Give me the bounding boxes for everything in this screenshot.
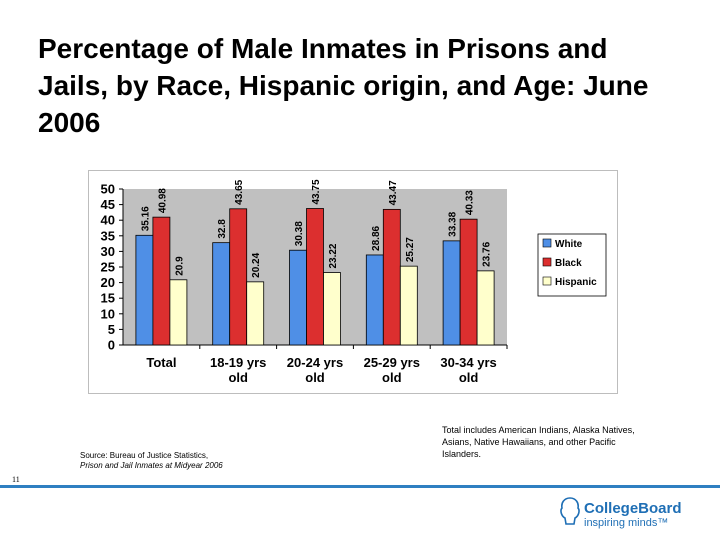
y-tick-label: 30 (101, 244, 115, 259)
legend-swatch (542, 257, 552, 267)
y-tick-label: 50 (101, 182, 115, 197)
data-label: 23.22 (328, 243, 339, 268)
y-tick-label: 20 (101, 275, 115, 290)
y-tick-label: 0 (108, 338, 115, 353)
data-label: 23.76 (482, 241, 493, 266)
page-number: 11 (12, 475, 20, 484)
bar-black (306, 208, 324, 346)
y-tick-label: 25 (101, 260, 115, 275)
bar-hispanic (169, 279, 188, 346)
data-label: 32.8 (217, 219, 228, 239)
logo-name: CollegeBoard (584, 500, 682, 517)
x-tick-label: 18-19 yrs old (210, 355, 266, 385)
legend-entry: Hispanic (555, 277, 597, 288)
legend-swatch (542, 238, 552, 248)
y-tick-label: 5 (108, 322, 115, 337)
bar-hispanic (476, 270, 495, 346)
data-label: 43.65 (234, 179, 245, 204)
data-label: 30.38 (294, 221, 305, 246)
data-label: 25.27 (405, 237, 416, 262)
bar-white (135, 234, 154, 346)
bar-hispanic (246, 281, 265, 346)
data-label: 28.86 (371, 225, 382, 250)
y-tick-label: 10 (101, 306, 115, 321)
x-tick-label: Total (146, 355, 176, 370)
y-tick-label: 15 (101, 291, 115, 306)
collegeboard-logo: CollegeBoard inspiring minds™ (556, 490, 696, 534)
y-tick-label: 40 (101, 213, 115, 228)
x-tick-label: 20-24 yrs old (287, 355, 343, 385)
data-label: 43.75 (311, 179, 322, 204)
data-label: 43.47 (388, 180, 399, 205)
legend-entry: White (555, 239, 583, 250)
acorn-icon (560, 497, 580, 525)
bar-black (229, 208, 248, 346)
source-citation: Source: Bureau of Justice Statistics, Pr… (80, 451, 223, 471)
source-publication: Prison and Jail Inmates at Midyear 2006 (80, 461, 223, 470)
source-line: Source: Bureau of Justice Statistics, (80, 451, 209, 460)
bar-black (152, 216, 171, 346)
y-tick-label: 45 (101, 197, 115, 212)
chart-frame: 0 5 10 15 20 25 30 35 40 45 50 35.16 40.98 20.9 Total 3… (88, 170, 618, 394)
bar-black (459, 218, 478, 346)
data-label: 33.38 (448, 211, 459, 236)
bar-black (382, 208, 401, 346)
bar-white (442, 240, 461, 346)
legend-entry: Black (555, 258, 582, 269)
x-tick-label: 25-29 yrs old (364, 355, 420, 385)
bar-white (289, 249, 307, 346)
data-label: 40.98 (157, 188, 168, 213)
legend-swatch (542, 276, 552, 286)
x-tick-label: 30-34 yrs old (440, 355, 496, 385)
data-label: 20.24 (251, 252, 262, 277)
chart-footnote: Total includes American Indians, Alaska … (442, 425, 635, 459)
data-label: 20.9 (174, 256, 185, 276)
data-label: 40.33 (465, 190, 476, 215)
data-label: 35.16 (140, 206, 151, 231)
bar-hispanic (399, 265, 418, 346)
footer-rule (0, 485, 720, 488)
logo-tagline: inspiring minds™ (584, 517, 669, 529)
bar-hispanic (323, 272, 341, 346)
slide-title: Percentage of Male Inmates in Prisons an… (38, 33, 649, 138)
bar-white (365, 254, 384, 346)
y-tick-label: 35 (101, 228, 115, 243)
bar-white (212, 242, 231, 346)
